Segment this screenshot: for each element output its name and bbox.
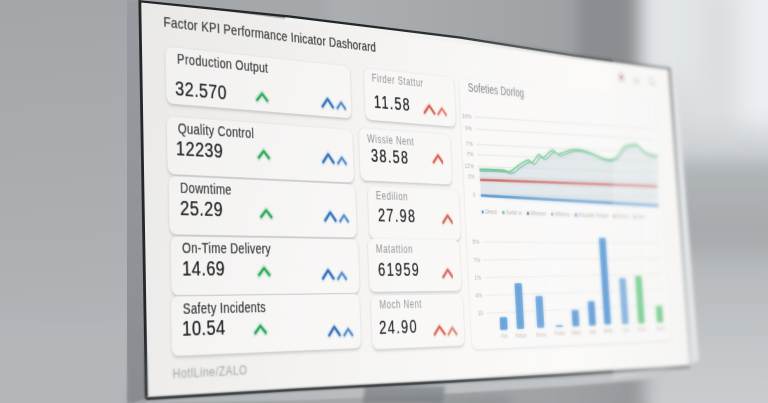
svg-text:7%: 7%: [466, 150, 473, 159]
svg-text:7%: 7%: [473, 255, 480, 263]
svg-text:4%: 4%: [475, 291, 483, 300]
svg-text:Serfy: Serfy: [603, 328, 613, 334]
svg-text:10%: 10%: [462, 112, 472, 121]
svg-text:12%: 12%: [464, 162, 474, 171]
svg-text:Wela: Wela: [656, 326, 665, 332]
svg-text:7%: 7%: [466, 139, 473, 148]
svg-text:Reon: Reon: [536, 332, 546, 339]
svg-text:9%: 9%: [465, 124, 472, 133]
svg-text:1%: 1%: [474, 273, 482, 281]
svg-text:Wiels: Wiels: [571, 330, 581, 337]
svg-text:10: 10: [477, 309, 483, 318]
svg-text:5%: 5%: [472, 238, 479, 246]
svg-text:Wel: Wel: [589, 329, 596, 335]
svg-text:Fwels: Fwels: [554, 331, 565, 338]
svg-text:Weld: Weld: [638, 327, 647, 333]
svg-text:1%: 1%: [468, 172, 475, 181]
svg-text:Fidod: Fidod: [515, 333, 526, 340]
svg-text:0: 0: [473, 190, 476, 198]
svg-text:Fid: Fid: [501, 334, 507, 341]
svg-text:Lfel: Lfel: [623, 328, 630, 334]
